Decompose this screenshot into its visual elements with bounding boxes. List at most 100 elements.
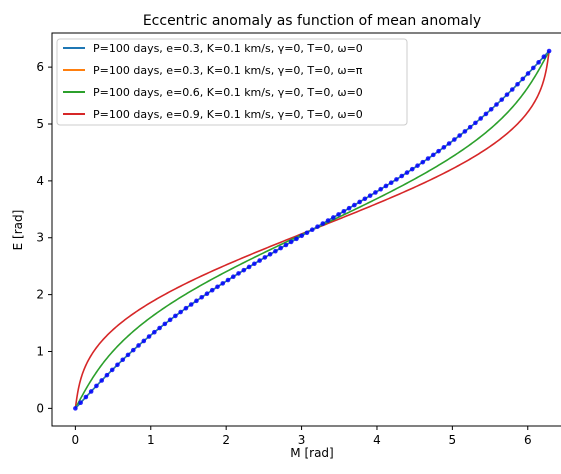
scatter-point bbox=[499, 97, 505, 102]
y-tick-label: 1 bbox=[36, 344, 44, 358]
legend-label: P=100 days, e=0.3, K=0.1 km/s, γ=0, T=0,… bbox=[93, 64, 363, 77]
scatter-point bbox=[520, 76, 526, 82]
scatter-point bbox=[236, 271, 241, 276]
scatter-point bbox=[367, 193, 373, 198]
legend-label: P=100 days, e=0.6, K=0.1 km/s, γ=0, T=0,… bbox=[93, 86, 363, 99]
scatter-point bbox=[415, 163, 420, 168]
scatter-point bbox=[362, 196, 368, 202]
scatter-point bbox=[341, 208, 347, 214]
scatter-point bbox=[383, 183, 389, 189]
scatter-point bbox=[373, 190, 378, 195]
scatter-point bbox=[178, 309, 183, 315]
y-tick-label: 6 bbox=[36, 60, 44, 74]
scatter-point bbox=[536, 60, 541, 65]
scatter-point bbox=[288, 239, 294, 245]
y-tick-label: 5 bbox=[36, 117, 44, 131]
scatter-point bbox=[441, 145, 447, 150]
legend-box bbox=[56, 38, 408, 126]
scatter-point bbox=[531, 65, 536, 71]
scatter-point bbox=[299, 233, 305, 239]
legend-label: P=100 days, e=0.3, K=0.1 km/s, γ=0, T=0,… bbox=[93, 42, 363, 55]
y-tick-label: 4 bbox=[36, 174, 44, 188]
plot-border bbox=[51, 32, 561, 427]
x-axis-ticks: 0 1 2 3 4 5 6 bbox=[72, 426, 532, 447]
scatter-point bbox=[125, 352, 131, 358]
scatter-point bbox=[425, 156, 431, 161]
scatter-point bbox=[99, 378, 104, 383]
scatter-point bbox=[136, 343, 141, 348]
scatter-point bbox=[420, 159, 426, 165]
scatter-point bbox=[152, 329, 157, 335]
scatter-point bbox=[267, 252, 273, 257]
scatter-point bbox=[504, 92, 510, 97]
scatter-point bbox=[162, 321, 168, 327]
scatter-point bbox=[436, 148, 441, 154]
scatter-point bbox=[446, 141, 452, 146]
scatter-point bbox=[199, 294, 204, 300]
chart-title: Eccentric anomaly as function of mean an… bbox=[143, 13, 481, 29]
scatter-point bbox=[346, 205, 352, 211]
scatter-point bbox=[194, 298, 199, 304]
scatter-point bbox=[404, 170, 410, 175]
scatter-point bbox=[431, 152, 436, 158]
scatter-point bbox=[83, 394, 89, 400]
scatter-point bbox=[478, 116, 483, 121]
scatter-point bbox=[473, 120, 478, 126]
scatter-point bbox=[141, 338, 147, 344]
y-tick-label: 0 bbox=[36, 401, 44, 415]
scatter-point bbox=[309, 227, 315, 232]
x-tick-label: 4 bbox=[373, 433, 381, 447]
scatter-point bbox=[509, 87, 515, 92]
scatter-point bbox=[73, 406, 78, 411]
scatter-point bbox=[378, 186, 383, 192]
scatter-point bbox=[104, 372, 110, 378]
y-axis-label: E [rad] bbox=[11, 210, 25, 251]
scatter-point bbox=[94, 383, 99, 389]
x-tick-label: 6 bbox=[524, 433, 532, 447]
scatter-point bbox=[109, 367, 115, 373]
legend-entries: P=100 days, e=0.3, K=0.1 km/s, γ=0, T=0,… bbox=[63, 42, 363, 121]
scatter-point bbox=[331, 215, 336, 220]
scatter-point bbox=[278, 245, 283, 251]
scatter-point bbox=[283, 242, 289, 248]
scatter-point bbox=[115, 362, 120, 368]
scatter-point bbox=[452, 137, 457, 142]
scatter-point bbox=[273, 248, 278, 254]
scatter-point bbox=[188, 302, 194, 307]
y-tick-label: 3 bbox=[36, 231, 44, 245]
scatter-point bbox=[462, 129, 468, 134]
scatter-point bbox=[457, 133, 462, 138]
x-tick-label: 1 bbox=[147, 433, 155, 447]
scatter-point bbox=[315, 224, 320, 229]
scatter-point bbox=[167, 317, 173, 323]
scatter-point bbox=[88, 389, 94, 394]
scatter-layer bbox=[73, 48, 552, 411]
scatter-point bbox=[215, 284, 220, 290]
x-tick-label: 2 bbox=[222, 433, 230, 447]
scatter-point bbox=[209, 287, 215, 293]
scatter-point bbox=[257, 258, 262, 263]
x-axis-label: M [rad] bbox=[290, 446, 333, 460]
x-tick-label: 0 bbox=[72, 433, 80, 447]
scatter-point bbox=[399, 173, 405, 179]
scatter-point bbox=[246, 264, 252, 270]
y-axis-ticks: 0 1 2 3 4 5 6 bbox=[36, 60, 52, 415]
scatter-point bbox=[388, 180, 394, 185]
scatter-point bbox=[204, 291, 210, 297]
y-tick-label: 2 bbox=[36, 288, 44, 302]
scatter-point bbox=[146, 334, 152, 339]
scatter-point bbox=[252, 261, 257, 267]
scatter-point bbox=[336, 212, 341, 217]
scatter-point bbox=[409, 166, 415, 172]
scatter-point bbox=[325, 218, 331, 223]
scatter-point bbox=[357, 199, 362, 205]
x-tick-label: 3 bbox=[298, 433, 306, 447]
scatter-point bbox=[546, 48, 552, 54]
scatter-point bbox=[225, 277, 231, 283]
scatter-point bbox=[262, 255, 268, 260]
scatter-point bbox=[541, 54, 547, 59]
scatter-point bbox=[183, 305, 189, 311]
legend-label: P=100 days, e=0.9, K=0.1 km/s, γ=0, T=0,… bbox=[93, 108, 363, 121]
scatter-point bbox=[494, 102, 499, 107]
scatter-point bbox=[157, 325, 162, 331]
